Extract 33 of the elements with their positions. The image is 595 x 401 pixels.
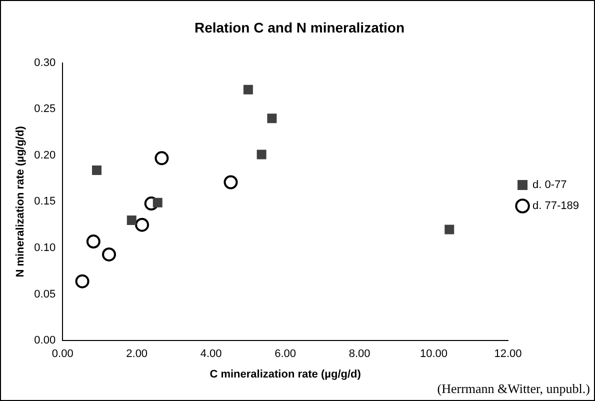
x-tick-label: 0.00 xyxy=(52,348,74,360)
y-tick-label: 0.10 xyxy=(34,242,56,254)
legend-label: d. 77-189 xyxy=(532,200,580,212)
y-axis-title: N mineralization rate (µg/g/d) xyxy=(14,126,27,278)
y-tick-label: 0.20 xyxy=(34,149,56,162)
x-axis-title: C mineralization rate (µg/g/d) xyxy=(210,368,362,380)
point xyxy=(152,198,162,208)
x-tick-label: 2.00 xyxy=(126,348,148,360)
legend-label: d. 0-77 xyxy=(532,179,567,192)
point xyxy=(256,150,266,160)
y-tick-label: 0.30 xyxy=(34,56,56,69)
point xyxy=(86,234,100,249)
point xyxy=(92,165,102,175)
y-tick-label: 0.05 xyxy=(34,288,56,300)
point xyxy=(75,274,90,288)
x-tick-label: 10.00 xyxy=(420,348,448,360)
text: (Herrmann &Witter, unpubl.) xyxy=(437,380,590,396)
chart-title: Relation C and N mineralization xyxy=(194,19,405,36)
x-tick-label: 4.00 xyxy=(200,348,222,360)
point xyxy=(126,215,136,225)
point xyxy=(102,247,116,262)
point xyxy=(444,224,454,234)
point xyxy=(224,175,238,190)
x-tick-label: 8.00 xyxy=(348,348,370,360)
y-tick-label: 0.15 xyxy=(34,196,56,208)
y-tick-label: 0.25 xyxy=(34,103,56,116)
point xyxy=(135,218,150,232)
point xyxy=(267,114,277,124)
x-tick-label: 12.00 xyxy=(494,348,522,360)
point xyxy=(243,84,253,94)
point xyxy=(154,151,169,166)
y-tick-label: 0.00 xyxy=(34,334,56,347)
x-tick-label: 6.00 xyxy=(274,348,296,360)
